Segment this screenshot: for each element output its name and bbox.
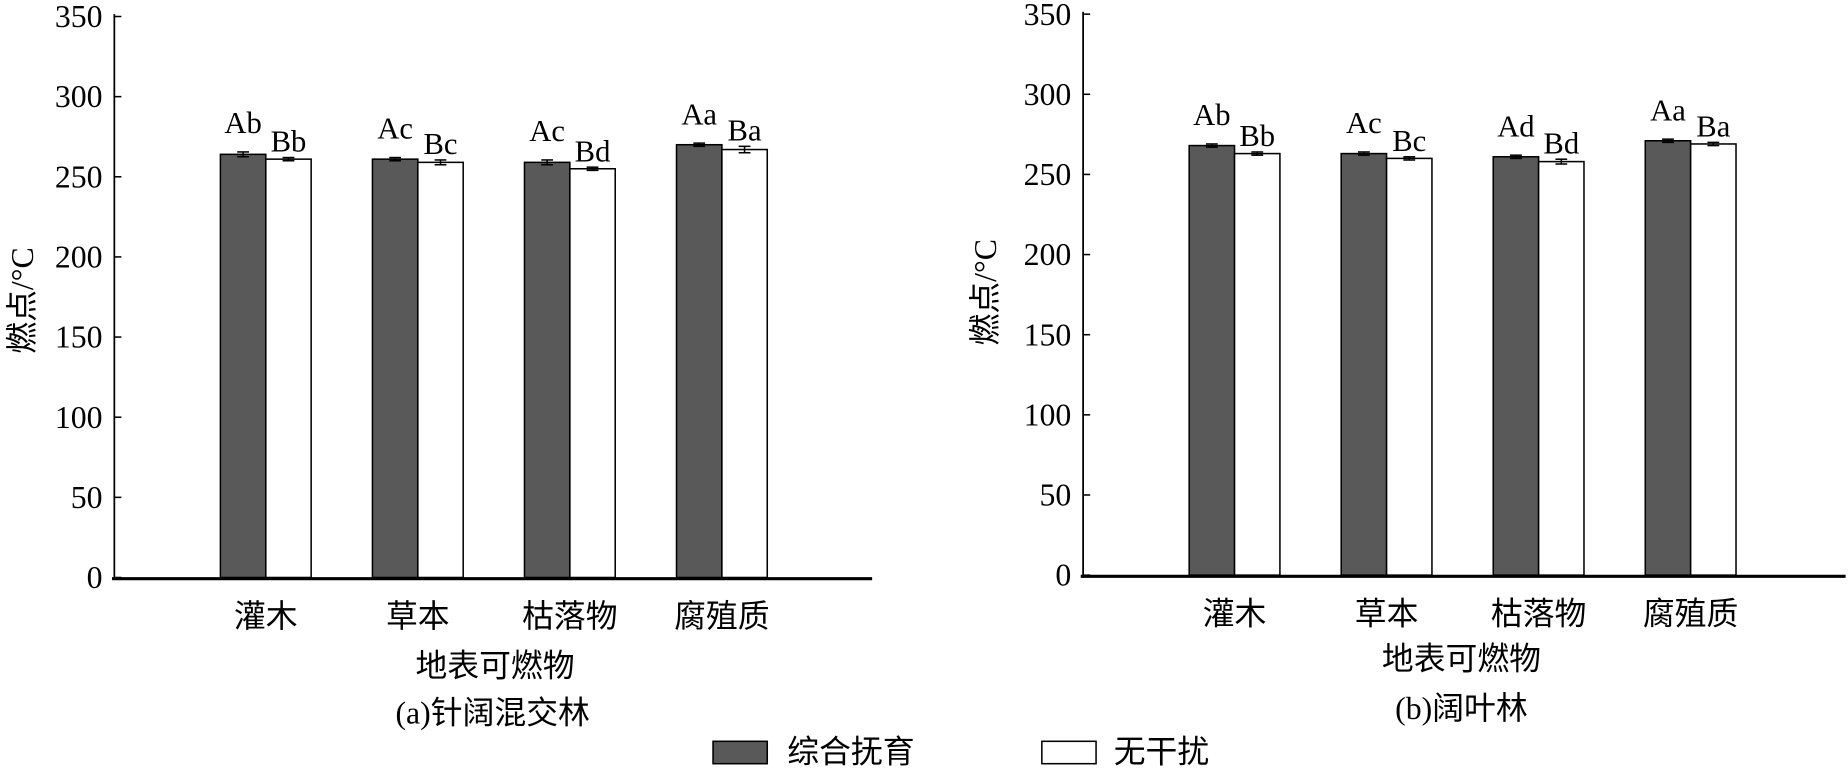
- legend: 综合抚育 无干扰: [712, 735, 1209, 769]
- y-tick-label: 100: [55, 400, 103, 435]
- x-tick-label: 腐殖质: [674, 599, 769, 634]
- legend-label-series-2: 无干扰: [1114, 735, 1209, 769]
- x-tick-label: 枯落物: [522, 599, 617, 634]
- error-bar: [237, 151, 249, 158]
- y-tick-label: 50: [1040, 478, 1072, 513]
- x-tick-label: 草本: [1355, 597, 1419, 632]
- error-bar: [1403, 156, 1416, 161]
- significance-label: Ba: [728, 113, 762, 147]
- y-tick-label: 300: [1024, 77, 1072, 112]
- significance-label: Aa: [681, 97, 717, 131]
- y-tick-label: 250: [55, 159, 103, 194]
- error-bar: [1357, 151, 1370, 156]
- x-tick-label: 草本: [386, 599, 450, 634]
- y-tick-label: 350: [55, 0, 103, 34]
- y-tick-label: 100: [1024, 397, 1072, 432]
- legend-label-series-1: 综合抚育: [787, 735, 914, 769]
- error-bar: [693, 142, 706, 148]
- bar-series-1: [675, 143, 723, 579]
- significance-label: Ac: [1346, 106, 1382, 140]
- y-tick-label: 300: [55, 79, 103, 114]
- bar-series-2: [265, 158, 312, 579]
- panel-caption: (a)针阔混交林: [395, 696, 589, 731]
- x-tick-label: 灌木: [234, 599, 298, 634]
- error-bar: [586, 166, 599, 172]
- bar-series-1: [1340, 152, 1388, 576]
- y-tick-label: 200: [55, 240, 103, 275]
- significance-label: Ab: [1193, 98, 1230, 132]
- y-tick-label: 150: [1024, 317, 1072, 352]
- x-tick-label: 腐殖质: [1643, 597, 1738, 632]
- bar-series-2: [1537, 160, 1585, 576]
- legend-swatch-series-1: [712, 740, 769, 765]
- significance-label: Bb: [1239, 119, 1275, 153]
- panel-caption: (b)阔叶林: [1395, 691, 1528, 726]
- y-axis-title: 燃点/°C: [968, 239, 1003, 345]
- bar-series-2: [1689, 143, 1737, 576]
- error-bar: [541, 159, 554, 166]
- significance-label: Bb: [271, 125, 307, 159]
- error-bar: [1555, 158, 1568, 165]
- y-axis-title: 燃点/°C: [5, 247, 40, 353]
- x-axis-title: 地表可燃物: [1382, 641, 1541, 676]
- significance-label: Bc: [423, 127, 457, 161]
- significance-label: Ab: [224, 106, 261, 140]
- bar-series-1: [1492, 156, 1540, 576]
- error-bar: [1662, 138, 1674, 144]
- error-bar: [738, 145, 751, 154]
- bar-series-1: [1188, 144, 1236, 576]
- error-bar: [282, 156, 295, 162]
- bar-series-1: [219, 153, 267, 579]
- error-bar: [1707, 141, 1720, 147]
- significance-label: Ac: [377, 112, 413, 146]
- error-bar: [1510, 154, 1522, 160]
- significance-label: Bc: [1392, 124, 1426, 158]
- bar-series-1: [523, 161, 571, 579]
- bar-series-2: [721, 148, 769, 579]
- significance-label: Ba: [1696, 109, 1730, 143]
- bar-series-1: [1644, 139, 1692, 576]
- x-tick-label: 灌木: [1203, 597, 1267, 632]
- significance-label: Ad: [1497, 109, 1534, 143]
- chart-panel-b: 0 50 100 150 200 250 300 350 Ab Bb 灌木 Ac Bc 草本 Ad Bd 枯落物…: [1024, 0, 1846, 632]
- y-tick-label: 150: [55, 320, 103, 355]
- y-tick-label: 350: [1024, 0, 1072, 32]
- bar-series-2: [1233, 152, 1281, 576]
- legend-swatch-series-2: [1041, 740, 1097, 765]
- chart-panel-a: 0 50 100 150 200 250 300 350 Ab Bb 灌木 Ac Bc 草本 Ac Bd 枯落物…: [55, 0, 873, 634]
- y-tick-label: 0: [1055, 558, 1071, 593]
- y-tick-label: 250: [1024, 157, 1072, 192]
- bar-series-2: [1385, 157, 1433, 576]
- significance-label: Bd: [575, 134, 611, 168]
- significance-label: Ac: [529, 114, 565, 148]
- error-bar: [1251, 151, 1264, 156]
- y-tick-label: 200: [1024, 237, 1072, 272]
- significance-label: Bd: [1543, 126, 1579, 160]
- error-bar: [434, 159, 447, 166]
- bar-series-2: [417, 161, 464, 579]
- bar-series-2: [569, 168, 616, 579]
- significance-label: Aa: [1650, 93, 1686, 127]
- y-tick-label: 0: [87, 560, 103, 595]
- error-bar: [389, 156, 402, 162]
- x-axis-title: 地表可燃物: [415, 648, 574, 683]
- bar-series-1: [371, 158, 419, 579]
- error-bar: [1205, 143, 1218, 148]
- y-tick-label: 50: [71, 480, 103, 515]
- x-tick-label: 枯落物: [1491, 597, 1586, 632]
